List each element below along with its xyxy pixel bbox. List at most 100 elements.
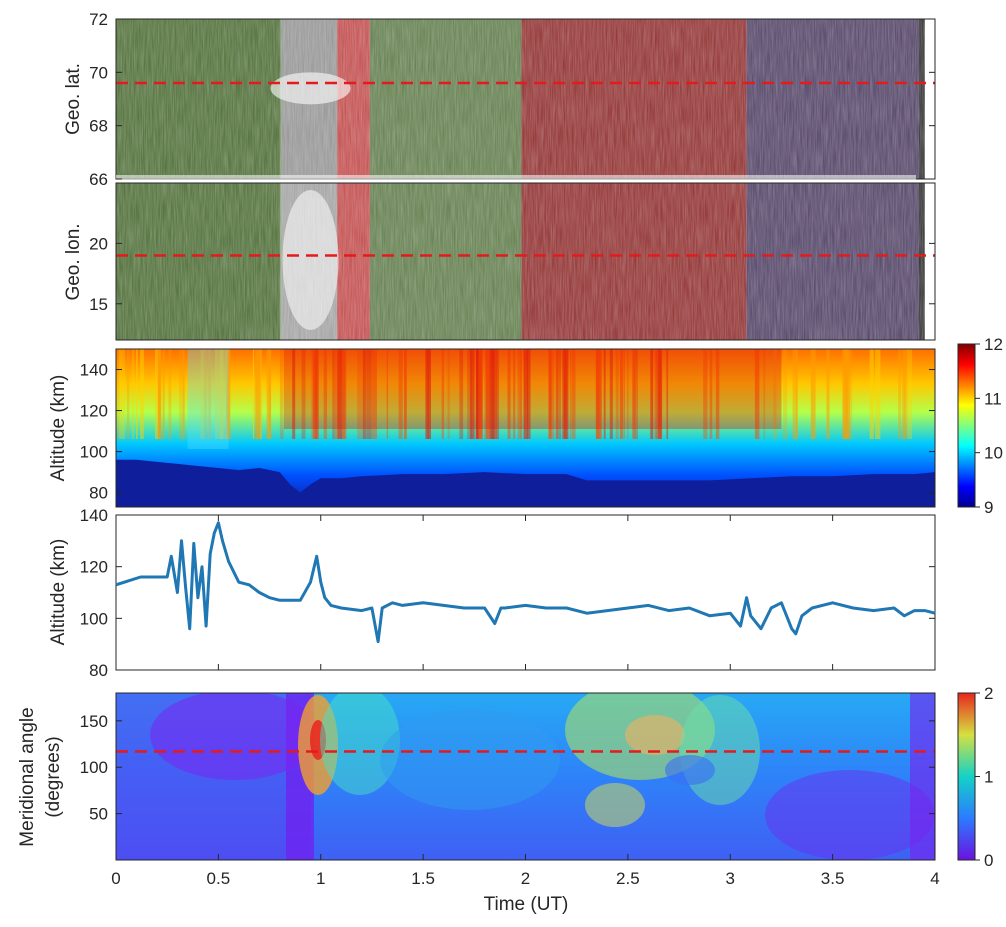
angle-y-tick-label: 100 [80,758,108,777]
peak-x-tick-marks [115,515,936,670]
altitude-stripe [901,349,906,439]
lat-y-tick-label: 70 [89,63,108,82]
altitude-stripe [200,349,204,439]
altitude-stripe [260,349,262,439]
altitude-stripe [848,349,853,439]
altitude-stripe [520,349,522,439]
altitude-stripe [763,349,766,439]
peak-axes-box [115,514,936,671]
altitude-stripe [116,349,120,439]
altitude-stripe [218,349,224,439]
altitude-stripe [513,349,516,439]
altitude-stripe [386,349,388,439]
x-tick-label: 2.5 [616,869,640,888]
altitude-stripe [907,349,913,439]
altitude-stripe [427,349,429,439]
altitude-stripe [623,349,625,439]
altitude-stripe [632,349,636,439]
altitude-stripe [792,349,798,439]
panel-peak-altitude: 80 100 120 140 Altitude (km) [48,506,936,680]
lon-ylabel: Geo. lon. [63,223,84,300]
x-axis-label: Time (UT) [484,894,569,915]
altitude-stripe [655,349,658,439]
altitude-stripe [875,349,881,439]
altitude-colorbar-label: 9 [984,498,993,517]
altitude-stripe [266,349,271,439]
lat-ylabel: Geo. lat. [63,63,84,135]
angle-colorbar-label: 0 [984,851,993,870]
altitude-stripe [366,349,372,439]
altitude-stripe [489,349,494,439]
x-tick-label: 4 [930,869,939,888]
altitude-stripe [555,349,562,439]
angle-y-tick-label: 50 [89,805,108,824]
x-tick-label: 2 [521,869,530,888]
altitude-stripe [898,349,901,439]
altitude-stripe [903,349,908,439]
lat-y-ticks: 66 68 70 72 [89,10,935,189]
altitude-stripe [489,349,496,439]
altitude-stripe [362,349,366,439]
altitude-stripe [371,349,377,439]
altitude-stripe [484,349,490,439]
panel-latitude: 66 68 70 72 Geo. lat. [63,10,936,189]
altitude-stripe [869,349,874,439]
altitude-stripe [208,349,211,439]
angle-heatmap-blobs [116,693,935,860]
peak-ylabel: Altitude (km) [48,539,69,646]
angle-y-ticks: 50 100 150 [80,712,935,824]
altitude-stripe [609,349,613,439]
altitude-stripe [127,349,130,439]
altitude-stripe [398,349,403,439]
altitude-cool-region [187,349,229,449]
altitude-stripe [334,349,341,439]
altitude-axes-box [115,348,936,508]
altitude-y-tick-label: 100 [80,443,108,462]
altitude-stripe [548,349,552,439]
peak-y-tick-label: 120 [80,558,108,577]
altitude-profile-ylabel: Altitude (km) [48,375,69,482]
altitude-y-tick-label: 120 [80,402,108,421]
lon-texture [116,183,935,340]
altitude-stripe [342,349,347,439]
altitude-colorbar-label: 11 [984,389,1002,408]
lat-y-tick-label: 68 [89,117,108,136]
altitude-stripe [225,349,227,439]
x-tick-label: 0 [111,869,120,888]
altitude-stripe [703,349,708,439]
altitude-stripe [555,349,559,439]
altitude-stripe [562,349,569,439]
altitude-stripe [157,349,161,439]
altitude-stripe [357,349,364,439]
altitude-stripe [571,349,576,439]
altitude-stripe [119,349,125,439]
altitude-stripe [292,349,296,439]
angle-colorbar-label: 1 [984,768,993,787]
altitude-stripe [476,349,478,439]
altitude-stripe [323,349,328,439]
altitude-stripe [162,349,165,439]
altitude-stripe [494,349,497,439]
x-tick-label: 3.5 [821,869,845,888]
altitude-stripe [754,349,760,439]
altitude-stripe [666,349,669,439]
angle-colorbar-label: 2 [984,684,993,703]
x-tick-label: 1.5 [411,869,435,888]
altitude-stripe [507,349,511,439]
peak-y-ticks: 80 100 120 140 [80,506,935,680]
altitude-stripe [634,349,638,439]
altitude-stripe [337,349,343,439]
altitude-stripe [255,349,261,439]
lon-y-tick-label: 20 [89,234,108,253]
altitude-stripe [279,349,284,439]
altitude-stripe [155,349,159,439]
altitude-stripe [619,349,624,439]
angle-ylabel-line1: Meridional angle [17,707,38,846]
altitude-stripe [447,349,450,439]
altitude-stripe [843,349,847,439]
altitude-stripe [182,349,185,439]
peak-y-tick-label: 80 [89,661,108,680]
altitude-stripe [810,349,816,439]
altitude-intensity-stripes [116,349,913,449]
